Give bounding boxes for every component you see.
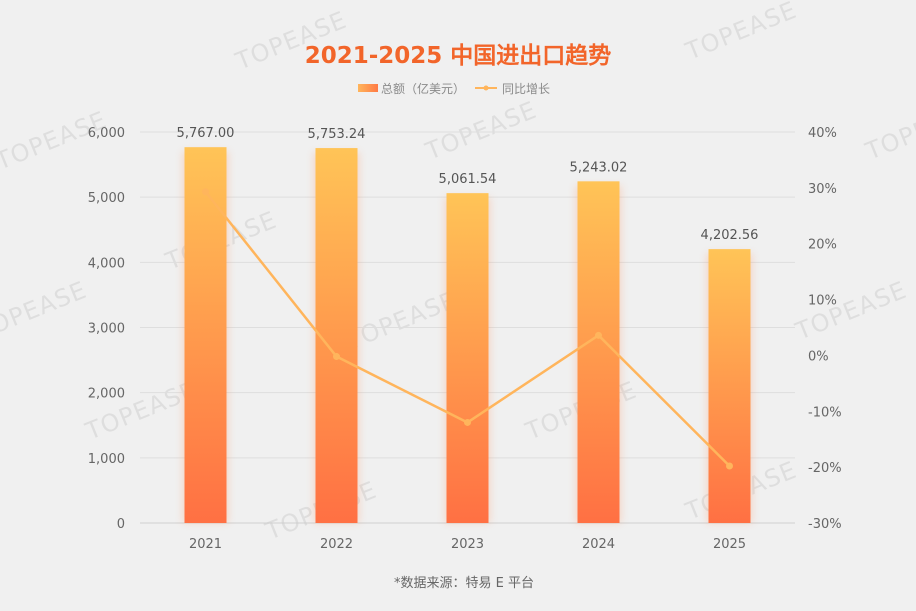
left-tick-label: 2,000 <box>88 387 125 402</box>
x-tick-label: 2021 <box>189 537 222 552</box>
bar-data-label: 5,753.24 <box>308 127 366 142</box>
growth-line <box>202 188 733 470</box>
x-tick-label: 2024 <box>582 537 615 552</box>
right-tick-label: 30% <box>808 182 837 197</box>
right-tick-label: 40% <box>808 126 837 141</box>
growth-point <box>726 462 733 470</box>
bar-data-label: 5,767.00 <box>177 126 235 141</box>
watermark-text: TOPEASE <box>0 276 91 346</box>
left-tick-label: 3,000 <box>88 322 125 337</box>
right-tick-label: 20% <box>808 238 837 253</box>
growth-point <box>202 188 209 196</box>
legend-bar-swatch <box>358 84 378 92</box>
watermark-text: TOPEASE <box>681 0 801 66</box>
left-tick-label: 5,000 <box>88 191 125 206</box>
bars: 5,767.00 5,753.24 5,061.54 5,243.02 4,202.56 <box>177 126 759 524</box>
growth-point <box>595 331 602 339</box>
left-tick-label: 6,000 <box>88 126 125 141</box>
bar <box>577 181 620 523</box>
watermark-text: TOPEASE <box>861 96 916 166</box>
legend-line-marker <box>483 85 489 91</box>
left-axis: 0 1,000 2,000 3,000 4,000 5,000 6,000 <box>88 126 125 532</box>
bar <box>446 193 489 523</box>
bar-data-label: 4,202.56 <box>701 228 759 243</box>
bar-data-label: 5,243.02 <box>570 160 628 175</box>
legend-line-label: 同比增长 <box>502 82 550 96</box>
left-tick-label: 0 <box>117 517 125 532</box>
right-tick-label: 0% <box>808 349 829 364</box>
bar <box>315 148 358 524</box>
growth-point <box>464 418 471 426</box>
right-tick-label: 10% <box>808 294 837 309</box>
right-tick-label: -10% <box>808 405 842 420</box>
legend-bar-label: 总额（亿美元） <box>381 81 465 96</box>
legend: 总额（亿美元） 同比增长 <box>358 81 550 96</box>
watermark-text: TOPEASE <box>421 96 541 166</box>
bar <box>184 147 227 523</box>
left-tick-label: 4,000 <box>88 256 125 271</box>
x-tick-label: 2022 <box>320 537 353 552</box>
chart-title: 2021-2025 中国进出口趋势 <box>305 43 612 69</box>
x-tick-label: 2023 <box>451 537 484 552</box>
bar <box>708 249 751 523</box>
right-axis: -30% -20% -10% 0% 10% 20% 30% 40% <box>808 126 842 532</box>
bar-data-label: 5,061.54 <box>439 172 497 187</box>
source-note: *数据来源：特易 E 平台 <box>394 576 534 591</box>
x-axis: 2021 2022 2023 2024 2025 <box>189 537 746 552</box>
growth-point <box>333 353 340 361</box>
left-tick-label: 1,000 <box>88 452 125 467</box>
right-tick-label: -20% <box>808 461 842 476</box>
right-tick-label: -30% <box>808 517 842 532</box>
watermark-text: TOPEASE <box>791 276 911 346</box>
x-tick-label: 2025 <box>713 537 746 552</box>
